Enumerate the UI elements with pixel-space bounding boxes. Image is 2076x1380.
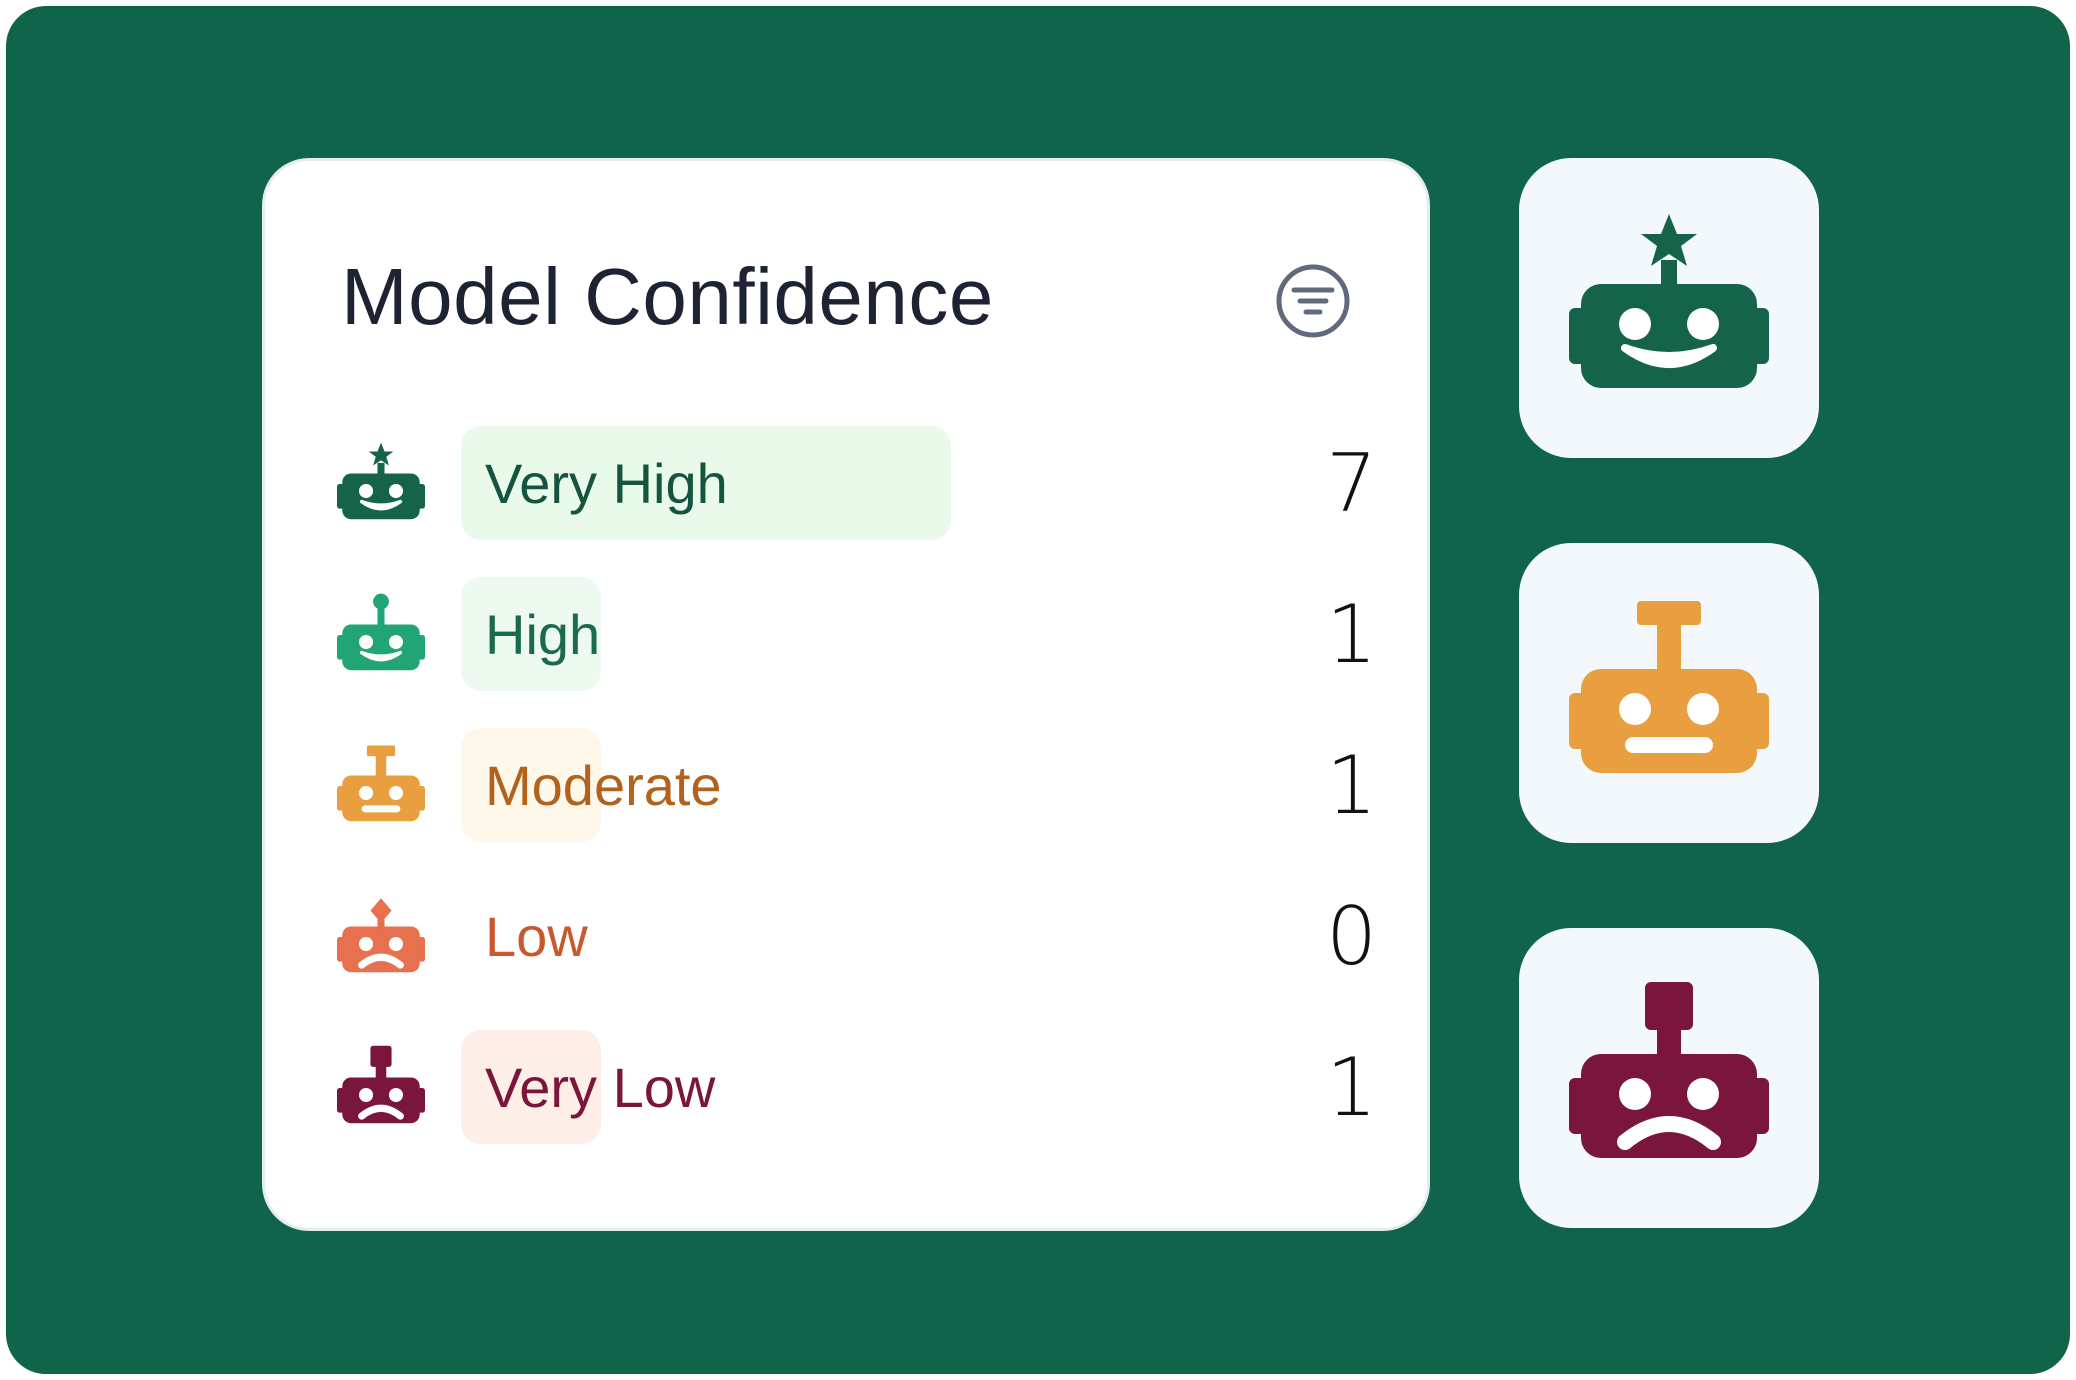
app-background: Model Confidence Very High 7 High 1 Moderate…: [6, 6, 2070, 1374]
robot-sad-icon: [1569, 982, 1769, 1158]
confidence-tile[interactable]: [1519, 928, 1819, 1228]
filter-button[interactable]: [1275, 263, 1351, 339]
robot-sad-icon: [337, 1044, 425, 1132]
robot-star-smile-icon: [1569, 214, 1769, 388]
confidence-count: 7: [1326, 437, 1377, 530]
confidence-label: Very Low: [485, 1056, 716, 1119]
robot-neutral-icon: [1569, 601, 1769, 773]
confidence-row[interactable]: Very Low 1: [337, 1030, 1377, 1146]
confidence-label: Moderate: [485, 754, 722, 817]
confidence-tile[interactable]: [1519, 158, 1819, 458]
confidence-bar: [461, 577, 601, 691]
robot-diamond-frown-icon: [337, 893, 425, 981]
confidence-row[interactable]: High 1: [337, 577, 1377, 693]
confidence-count: 1: [1326, 588, 1377, 681]
model-confidence-panel: Model Confidence Very High 7 High 1 Moderate…: [265, 161, 1427, 1228]
confidence-row[interactable]: Very High 7: [337, 426, 1377, 542]
confidence-label: Low: [485, 905, 588, 968]
confidence-label: Very High: [485, 452, 728, 515]
confidence-bar: [461, 1030, 601, 1144]
confidence-row[interactable]: Moderate 1: [337, 728, 1377, 844]
robot-neutral-icon: [337, 742, 425, 830]
confidence-count: 1: [1326, 1041, 1377, 1134]
robot-star-smile-icon: [337, 440, 425, 528]
filter-icon: [1276, 264, 1350, 338]
confidence-bar: [461, 426, 951, 540]
confidence-bar: [461, 728, 601, 842]
confidence-label: High: [485, 603, 601, 666]
confidence-row[interactable]: Low 0: [337, 879, 1377, 995]
confidence-count: 0: [1326, 890, 1377, 983]
robot-antenna-smile-icon: [337, 591, 425, 679]
panel-title: Model Confidence: [341, 252, 994, 341]
confidence-count: 1: [1326, 739, 1377, 832]
confidence-tile[interactable]: [1519, 543, 1819, 843]
